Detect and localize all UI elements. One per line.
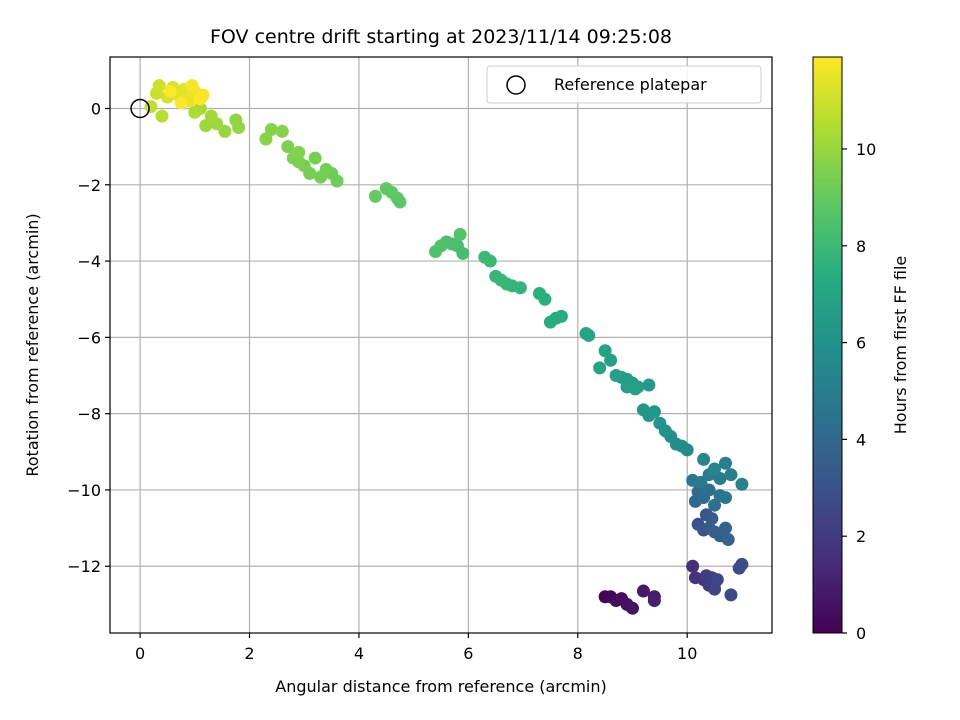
scatter-point <box>721 533 735 547</box>
y-tick-label: −12 <box>67 557 101 576</box>
scatter-point <box>155 109 169 123</box>
x-tick-label: 8 <box>573 644 583 663</box>
scatter-point <box>478 250 492 264</box>
scatter-point <box>163 84 177 98</box>
y-axis-ticks: 0 −2 −4 −6 −8 −10 −12 <box>67 99 110 576</box>
x-tick-label: 2 <box>244 644 254 663</box>
y-tick-label: −4 <box>77 252 101 271</box>
scatter-point <box>636 403 650 417</box>
scatter-point <box>628 382 642 396</box>
scatter-point <box>609 369 623 383</box>
scatter-point <box>579 327 593 341</box>
reference-marker <box>130 98 150 119</box>
scatter-point <box>532 287 546 301</box>
scatter-point <box>604 353 618 367</box>
scatter-point <box>489 269 503 283</box>
scatter-point <box>636 584 650 598</box>
scatter-point <box>453 227 467 241</box>
scatter-point <box>193 92 207 106</box>
scatter-point <box>543 315 557 329</box>
scatter-point <box>379 182 393 196</box>
plot-frame <box>109 56 773 634</box>
legend-box <box>486 65 762 104</box>
colorbar-tick-label: 6 <box>856 334 866 353</box>
x-tick-label: 0 <box>135 644 145 663</box>
colorbar-tick-label: 0 <box>856 624 866 643</box>
scatter-points <box>144 79 749 615</box>
scatter-point <box>694 475 708 489</box>
scatter-point <box>204 109 218 123</box>
scatter-point <box>429 245 443 259</box>
scatter-point <box>735 477 749 491</box>
colorbar-gradient <box>812 56 843 634</box>
scatter-point <box>653 416 667 430</box>
scatter-point <box>718 491 732 505</box>
scatter-point <box>735 557 749 571</box>
x-axis-label: Angular distance from reference (arcmin) <box>275 677 606 696</box>
chart-title: FOV centre drift starting at 2023/11/14 … <box>210 26 672 48</box>
x-tick-label: 4 <box>354 644 364 663</box>
scatter-point <box>199 119 213 133</box>
scatter-point <box>598 344 612 358</box>
y-tick-label: −8 <box>77 405 101 424</box>
colorbar: 0 2 4 6 8 10 Hours from first FF file <box>812 56 910 643</box>
scatter-point <box>710 573 724 587</box>
y-axis-label: Rotation from reference (arcmin) <box>23 213 42 476</box>
scatter-point <box>368 189 382 203</box>
scatter-point <box>702 483 716 497</box>
scatter-point <box>718 456 732 470</box>
colorbar-tick-label: 2 <box>856 527 866 546</box>
scatter-point <box>686 559 700 573</box>
grid <box>110 57 772 633</box>
x-tick-label: 6 <box>463 644 473 663</box>
scatter-point <box>264 122 278 136</box>
scatter-point <box>188 105 202 119</box>
scatter-point <box>229 113 243 127</box>
scatter-point <box>708 462 722 476</box>
y-tick-label: −2 <box>77 176 101 195</box>
scatter-point <box>292 145 306 159</box>
scatter-point <box>185 79 199 93</box>
legend-label: Reference platepar <box>554 75 707 94</box>
scatter-point <box>625 601 639 615</box>
colorbar-tick-label: 4 <box>856 430 866 449</box>
scatter-point <box>713 472 727 486</box>
scatter-point <box>708 498 722 512</box>
scatter-point <box>259 132 273 146</box>
colorbar-tick-label: 10 <box>856 140 876 159</box>
scatter-point <box>174 96 188 110</box>
legend: Reference platepar <box>486 65 762 104</box>
scatter-point <box>642 378 656 392</box>
y-tick-label: −10 <box>67 481 101 500</box>
scatter-point <box>308 151 322 165</box>
y-tick-label: −6 <box>77 328 101 347</box>
x-axis-ticks: 0 2 4 6 8 10 <box>135 633 697 663</box>
legend-marker <box>506 75 526 95</box>
y-tick-label: 0 <box>91 99 101 118</box>
scatter-point <box>275 124 289 138</box>
x-tick-label: 10 <box>677 644 697 663</box>
colorbar-tick-label: 8 <box>856 237 866 256</box>
scatter-point <box>281 140 295 154</box>
scatter-point <box>705 512 719 526</box>
scatter-point <box>152 79 166 93</box>
scatter-point <box>724 588 738 602</box>
colorbar-ticks: 0 2 4 6 8 10 <box>842 140 876 643</box>
scatter-point <box>647 594 661 608</box>
scatter-point <box>314 170 328 184</box>
scatter-point <box>718 521 732 535</box>
colorbar-label: Hours from first FF file <box>891 256 910 435</box>
scatter-point <box>593 361 607 375</box>
scatter-point <box>724 468 738 482</box>
scatter-point <box>697 452 711 466</box>
scatter-point <box>218 124 232 138</box>
